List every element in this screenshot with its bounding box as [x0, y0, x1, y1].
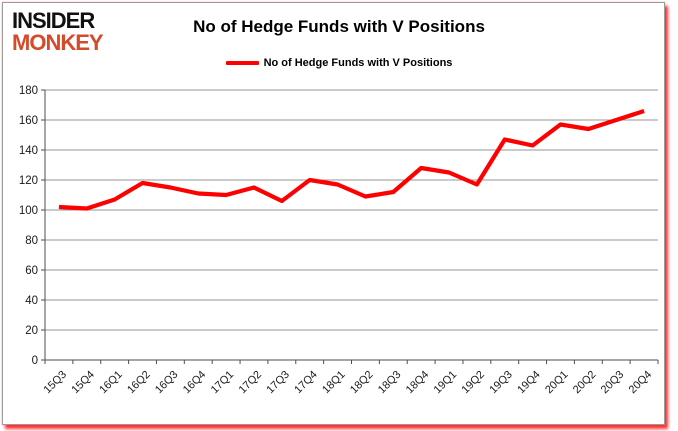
x-tick-label: 18Q1 [320, 369, 348, 397]
x-tick-label: 20Q2 [571, 369, 599, 397]
series-line [58, 109, 645, 211]
x-tick-label: 19Q1 [432, 369, 460, 397]
y-tick-label: 80 [25, 235, 38, 247]
x-tick-label: 17Q3 [264, 369, 292, 397]
x-tick-label: 18Q2 [348, 369, 376, 397]
y-tick-label: 0 [32, 355, 38, 367]
x-tick-label: 20Q1 [543, 369, 571, 397]
logo-line-insider: INSIDER [12, 8, 95, 33]
x-tick-label: 20Q3 [599, 369, 627, 397]
x-tick-label: 19Q3 [487, 369, 515, 397]
y-tick-label: 100 [19, 205, 38, 217]
y-tick-label: 160 [19, 115, 38, 127]
legend-line-marker-icon [225, 61, 259, 65]
y-tick-label: 180 [19, 85, 38, 97]
legend: No of Hedge Funds with V Positions [0, 57, 678, 69]
chart-title: No of Hedge Funds with V Positions [193, 17, 485, 36]
x-tick-label: 17Q1 [209, 369, 237, 397]
x-tick-label: 19Q4 [515, 369, 543, 397]
x-tick-label: 16Q2 [125, 369, 153, 397]
y-tick-label: 140 [19, 145, 38, 157]
y-tick-label: 40 [25, 295, 38, 307]
legend-label: No of Hedge Funds with V Positions [263, 57, 453, 69]
y-tick-label: 60 [25, 265, 38, 277]
x-tick-label: 17Q4 [292, 369, 320, 397]
x-tick-label: 17Q2 [237, 369, 265, 397]
insider-monkey-logo: INSIDER MONKEY [12, 8, 104, 55]
x-tick-label: 16Q3 [153, 369, 181, 397]
y-tick-label: 120 [19, 175, 38, 187]
logo-line-monkey: MONKEY [12, 29, 104, 55]
x-tick-label: 16Q1 [97, 369, 125, 397]
x-tick-label: 15Q3 [42, 369, 70, 397]
y-tick-label: 20 [25, 325, 38, 337]
x-tick-label: 19Q2 [459, 369, 487, 397]
x-tick-label: 15Q4 [69, 369, 97, 397]
x-tick-label: 18Q3 [376, 369, 404, 397]
x-tick-label: 18Q4 [404, 369, 432, 397]
x-tick-label: 16Q4 [181, 369, 209, 397]
x-tick-label: 20Q4 [627, 369, 655, 397]
